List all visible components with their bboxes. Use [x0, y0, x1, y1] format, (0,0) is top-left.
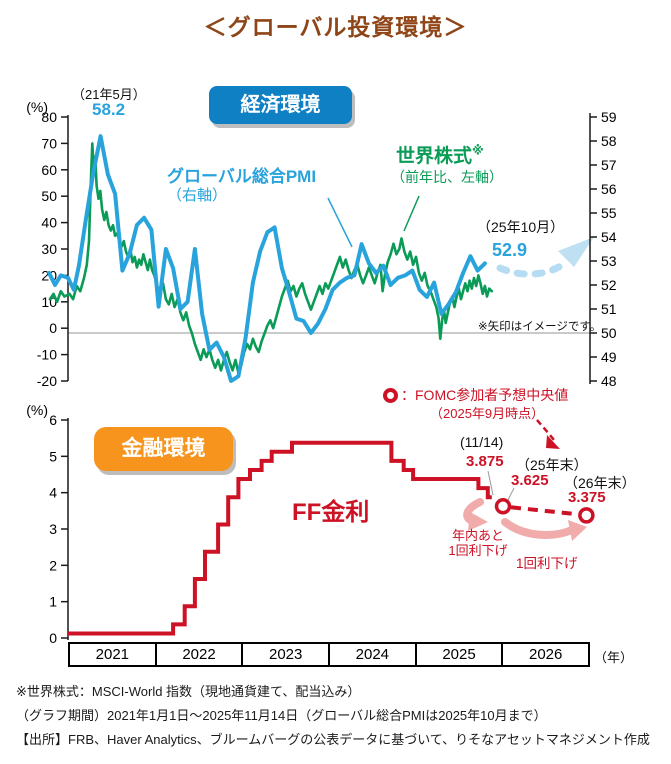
top-left-tick-label: -20	[37, 373, 57, 389]
footnote-source: 【出所】FRB、Haver Analytics、ブルームバーグの公表データに基づ…	[16, 729, 650, 748]
fomc-pointer-dashed-arrow	[537, 420, 554, 440]
projection-marker	[497, 500, 510, 513]
bottom-left-tick-label: 0	[49, 630, 57, 646]
top-left-tick-label: 0	[49, 320, 57, 336]
equity-footnote-mark: ※	[472, 144, 484, 158]
bottom-left-axis-unit: (%)	[26, 402, 48, 418]
top-right-tick-label: 58	[601, 133, 617, 149]
top-right-tick-label: 57	[601, 157, 617, 173]
global-investment-environment-infographic: ＜グローバル投資環境＞ 80706050403020100-10-20(%)59…	[0, 0, 671, 764]
top-right-tick-label: 54	[601, 229, 617, 245]
year-label: 2022	[157, 644, 244, 665]
fomc-marker-icon	[383, 388, 398, 403]
equity-label-pointer-line	[404, 196, 419, 231]
x-axis-unit-label: （年）	[594, 647, 633, 666]
projection-2025-value-label: 3.625	[511, 472, 549, 489]
top-left-tick-label: 60	[41, 162, 57, 178]
year-label: 2021	[70, 644, 157, 665]
pmi-label-pointer-line	[328, 198, 352, 247]
rate-cut-note-2: 1回利下げ	[516, 552, 578, 572]
decor-layer	[328, 196, 594, 541]
equity-series-sublabel: （前年比、左軸）	[391, 167, 503, 187]
equity-series-label: 世界株式※	[396, 141, 484, 168]
bottom-left-tick-label: 1	[49, 594, 57, 610]
bottom-left-tick-label: 6	[49, 412, 57, 428]
bottom-left-tick-label: 5	[49, 448, 57, 464]
fomc-legend-text: ：FOMC参加者予想中央値	[401, 385, 568, 405]
top-left-tick-label: 50	[41, 188, 57, 204]
top-right-tick-label: 51	[601, 301, 617, 317]
arrow-disclaimer-note: ※矢印はイメージです。	[478, 318, 601, 334]
pmi-series-sublabel: （右軸）	[167, 184, 227, 205]
top-right-tick-label: 56	[601, 181, 617, 197]
footnote-period: （グラフ期間）2021年1月1日～2025年11月14日（グローバル総合PMIは…	[16, 705, 547, 724]
top-right-tick-label: 49	[601, 349, 617, 365]
year-label: 2023	[243, 644, 330, 665]
top-right-tick-label: 55	[601, 205, 617, 221]
top-left-tick-label: 70	[41, 135, 57, 151]
pmi-latest-date-label: （25年10月）	[477, 217, 564, 237]
top-right-tick-label: 53	[601, 253, 617, 269]
current-rate-value-label: 3.875	[466, 453, 504, 470]
top-left-tick-label: 40	[41, 215, 57, 231]
year-label: 2024	[330, 644, 417, 665]
top-right-tick-label: 52	[601, 277, 617, 293]
projection-2026-value-label: 3.375	[568, 489, 606, 506]
top-right-tick-label: 48	[601, 373, 617, 389]
x-axis-year-row: 202120222023202420252026	[68, 642, 590, 667]
projection-marker	[580, 509, 593, 522]
rate-cut-note-1-line2: 1回利下げ	[438, 543, 518, 558]
bottom-left-tick-label: 2	[49, 557, 57, 573]
projection-dashed-line	[511, 507, 578, 514]
top-left-tick-label: 30	[41, 241, 57, 257]
pmi-peak-value-label: 58.2	[92, 100, 125, 120]
economy-badge: 経済環境	[209, 86, 352, 124]
bottom-left-tick-label: 4	[49, 485, 57, 501]
top-right-tick-label: 59	[601, 109, 617, 125]
fomc-legend-sub: （2025年9月時点）	[430, 403, 544, 422]
year-label: 2026	[503, 644, 588, 665]
rate-cut-note-1-line1: 年内あと	[438, 528, 518, 543]
footnote-equity-definition: ※世界株式：MSCI-World 指数（現地通貨建て、配当込み）	[16, 681, 360, 700]
outlook-arrowhead-icon	[558, 237, 594, 267]
fomc-legend: ：FOMC参加者予想中央値	[383, 385, 568, 405]
bottom-left-tick-label: 3	[49, 521, 57, 537]
rate-cut-note-1: 年内あと 1回利下げ	[438, 528, 518, 558]
top-right-tick-label: 50	[601, 325, 617, 341]
outlook-dashed-arrow	[500, 261, 568, 274]
top-left-tick-label: -10	[37, 347, 57, 363]
finance-badge: 金融環境	[94, 427, 233, 471]
current-rate-date-label: (11/14)	[460, 434, 503, 450]
year-label: 2025	[417, 644, 504, 665]
pmi-latest-value-label: 52.9	[492, 240, 527, 261]
top-left-axis-unit: (%)	[26, 99, 48, 115]
ff-rate-line	[68, 443, 492, 634]
ff-rate-series-label: FF金利	[292, 492, 369, 527]
equity-series-label-text: 世界株式	[396, 146, 472, 167]
